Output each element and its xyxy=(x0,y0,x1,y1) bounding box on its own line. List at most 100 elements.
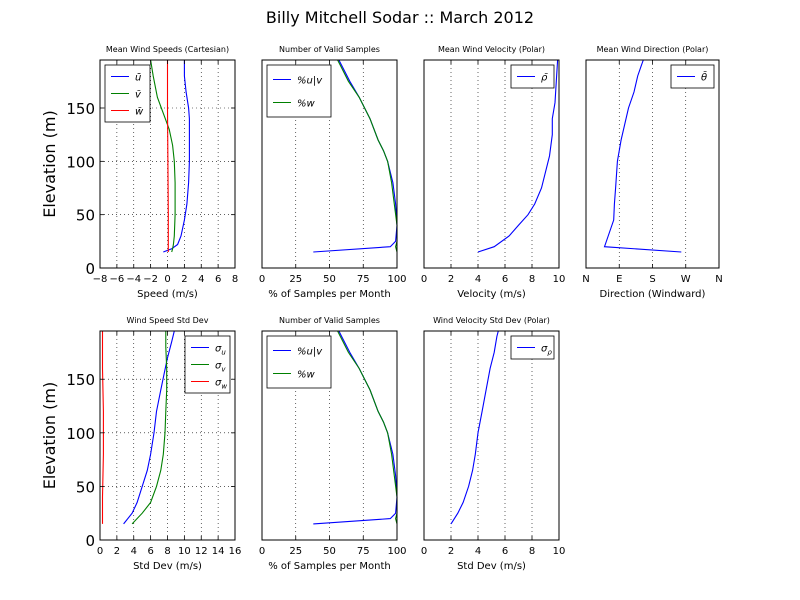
series-line xyxy=(131,331,168,525)
legend-label: %u|v xyxy=(297,76,323,87)
x-tick-label: 4 xyxy=(198,274,204,285)
x-tick-label: 14 xyxy=(212,546,225,557)
x-tick-label: 0 xyxy=(164,274,170,285)
series-line xyxy=(150,59,176,253)
legend-label: %w xyxy=(297,99,316,110)
x-tick-label: 0 xyxy=(259,274,265,285)
x-tick-label: E xyxy=(616,274,622,285)
x-tick-label: −2 xyxy=(143,274,158,285)
x-axis-label: Std Dev (m/s) xyxy=(133,561,202,572)
y-axis-label: Elevation (m) xyxy=(40,382,59,489)
x-tick-label: 4 xyxy=(475,274,481,285)
x-tick-label: 8 xyxy=(529,274,535,285)
legend-label-sub: ρ xyxy=(547,349,552,357)
figure-title: Billy Mitchell Sodar :: March 2012 xyxy=(265,8,535,27)
x-tick-label: 4 xyxy=(475,546,481,557)
y-axis-label: Elevation (m) xyxy=(40,110,59,217)
series-line xyxy=(166,60,169,252)
panel-4: Mean Wind Direction (Polar) N E S W N Directio… xyxy=(582,45,722,300)
x-tick-label: 75 xyxy=(357,546,370,557)
x-axis-label: Velocity (m/s) xyxy=(457,289,526,300)
x-tick-label: 2 xyxy=(448,546,454,557)
series-line xyxy=(603,59,682,253)
x-tick-label: 25 xyxy=(289,546,302,557)
x-axis-label: % of Samples per Month xyxy=(268,561,391,572)
legend-label: ū xyxy=(135,73,141,84)
panel-1: Mean Wind Speeds (Cartesian)−8 −6 −4 −2 0 2 4 6… xyxy=(40,45,238,300)
y-tick-label: 50 xyxy=(76,207,95,225)
y-tick-label: 0 xyxy=(85,532,95,550)
panel-title: Wind Speed Std Dev xyxy=(127,316,209,325)
panel-7: Wind Velocity Std Dev (Polar) 0 2 4 6 8 10 Std … xyxy=(421,316,566,572)
x-tick-label: 0 xyxy=(259,546,265,557)
panel-title: Mean Wind Direction (Polar) xyxy=(597,45,709,54)
x-tick-label: 8 xyxy=(232,274,238,285)
legend-label: %w xyxy=(297,370,316,381)
panel-title: Wind Velocity Std Dev (Polar) xyxy=(433,316,550,325)
x-tick-label: 0 xyxy=(421,546,427,557)
x-tick-label: 6 xyxy=(215,274,221,285)
x-tick-label: 2 xyxy=(181,274,187,285)
legend-label: σv xyxy=(215,361,226,374)
plot-frame xyxy=(423,59,560,269)
x-tick-label: 12 xyxy=(195,546,208,557)
x-tick-label: 25 xyxy=(289,274,302,285)
legend-label: %u|v xyxy=(297,347,323,358)
plot-frame xyxy=(423,330,560,541)
series-line xyxy=(123,330,175,525)
legend-label-sub: w xyxy=(221,383,227,391)
x-tick-label: 8 xyxy=(164,546,170,557)
x-tick-label: 10 xyxy=(553,546,566,557)
x-tick-label: 8 xyxy=(529,546,535,557)
x-tick-label: S xyxy=(649,274,655,285)
series-line xyxy=(450,330,499,525)
legend-box xyxy=(266,64,332,118)
series-line xyxy=(477,59,559,253)
x-tick-label: 0 xyxy=(97,546,103,557)
x-tick-label: 75 xyxy=(357,274,370,285)
panel-title: Mean Wind Velocity (Polar) xyxy=(438,45,545,54)
x-axis-label: Std Dev (m/s) xyxy=(457,561,526,572)
legend-box xyxy=(266,335,332,389)
legend-label: ρ̄ xyxy=(541,73,548,84)
panel-3: Mean Wind Velocity (Polar) 0 2 4 6 8 10 Velocit… xyxy=(421,45,566,300)
x-tick-label: W xyxy=(681,274,691,285)
x-tick-label: 2 xyxy=(114,546,120,557)
legend-label: θ̄ xyxy=(701,71,707,84)
panel-title: Number of Valid Samples xyxy=(279,316,380,325)
y-tick-label: 100 xyxy=(66,153,95,171)
x-tick-label: 0 xyxy=(421,274,427,285)
series-line xyxy=(101,331,104,524)
x-tick-label: 100 xyxy=(387,546,406,557)
x-tick-label: N xyxy=(582,274,589,285)
series-line xyxy=(337,330,398,525)
panel-title: Number of Valid Samples xyxy=(279,45,380,54)
legend-label: w̄ xyxy=(135,107,144,118)
x-tick-label: −6 xyxy=(110,274,125,285)
x-tick-label: −8 xyxy=(93,274,108,285)
x-tick-label: 10 xyxy=(553,274,566,285)
panel-title: Mean Wind Speeds (Cartesian) xyxy=(106,45,229,54)
legend-label-sub: v xyxy=(221,366,226,374)
y-tick-label: 150 xyxy=(66,371,95,389)
x-tick-label: 6 xyxy=(502,274,508,285)
panel-2: Number of Valid Samples 0 25 50 75 100 % of Sa… xyxy=(259,45,407,300)
x-axis-label: Speed (m/s) xyxy=(137,289,198,300)
x-tick-label: 6 xyxy=(502,546,508,557)
legend-label: v̄ xyxy=(135,90,142,101)
y-tick-label: 150 xyxy=(66,100,95,118)
x-tick-label: 50 xyxy=(323,546,336,557)
legend-label: σu xyxy=(215,344,226,357)
legend-label: σρ xyxy=(541,344,552,357)
panel-6: Number of Valid Samples 0 25 50 75 100 % of Sa… xyxy=(259,316,407,572)
x-tick-label: N xyxy=(715,274,722,285)
y-tick-label: 0 xyxy=(85,260,95,278)
series-line xyxy=(163,60,190,253)
x-tick-label: −4 xyxy=(126,274,141,285)
y-tick-label: 100 xyxy=(66,425,95,443)
x-tick-label: 10 xyxy=(178,546,191,557)
x-tick-label: 4 xyxy=(131,546,137,557)
